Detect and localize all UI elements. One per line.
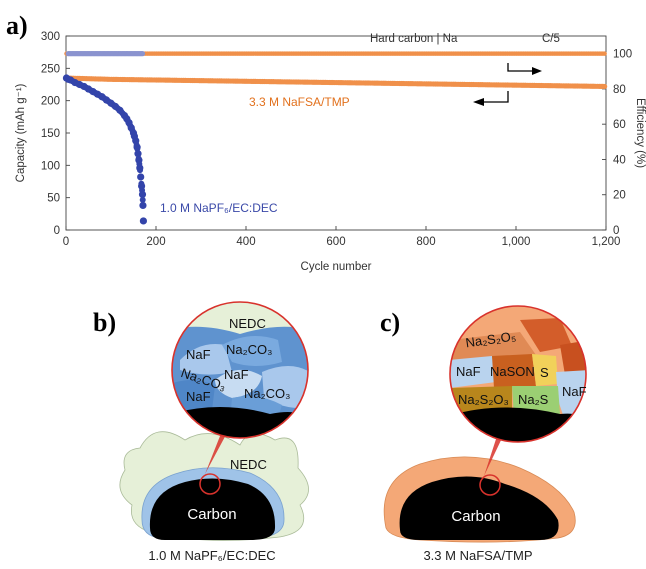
layer-label-c-4: NaF bbox=[456, 364, 481, 379]
blue-efficiency-point bbox=[139, 51, 146, 57]
x-tick-label: 1,200 bbox=[592, 236, 621, 248]
x-axis-title: Cycle number bbox=[301, 261, 372, 273]
orange-efficiency-point bbox=[602, 51, 607, 56]
zoom-circle-b-border bbox=[171, 301, 309, 439]
x-tick-label: 1,000 bbox=[502, 236, 531, 248]
blue-capacity-point bbox=[137, 173, 145, 181]
blue-capacity-point bbox=[136, 164, 144, 172]
blue-capacity-point bbox=[135, 156, 143, 164]
y2-axis-title: Efficiency (%) bbox=[634, 98, 646, 168]
zoom-connector-b bbox=[205, 431, 228, 474]
x-tick-label: 200 bbox=[146, 236, 165, 248]
layer-label-c-1: Na₂S₂O₅ bbox=[465, 328, 517, 350]
zoom-circle-b bbox=[172, 302, 308, 438]
rate-annotation: C/5 bbox=[542, 33, 560, 45]
x-tick-label: 0 bbox=[63, 236, 69, 248]
zoom-circle-c-border bbox=[449, 305, 587, 443]
panel-a-label: a) bbox=[6, 11, 28, 40]
diagram-c: Carbon Na₂S₂O₅ NaSON S NaF Na₂S₂O₃ Na₂S … bbox=[383, 305, 587, 563]
blue-series-label: 1.0 M NaPF₆/EC:DEC bbox=[160, 201, 278, 215]
layer-label-c-5: Na₂S₂O₃ bbox=[458, 392, 509, 407]
x-axis: 0 200 400 600 800 1,000 1,200 bbox=[63, 226, 621, 248]
y2-tick-label: 40 bbox=[613, 154, 626, 166]
y-tick-label: 200 bbox=[41, 96, 60, 108]
y-axis-title: Capacity (mAh g⁻¹) bbox=[15, 83, 27, 182]
zoom-connector-c bbox=[484, 436, 503, 476]
y-tick-label: 0 bbox=[54, 225, 60, 237]
blue-capacity-point bbox=[133, 143, 141, 151]
orange-series-label: 3.3 M NaFSA/TMP bbox=[249, 95, 350, 109]
capacity-efficiency-chart: 0 200 400 600 800 1,000 1,200 0501001502002503… bbox=[15, 31, 646, 273]
y2-tick-label: 80 bbox=[613, 84, 626, 96]
blue-capacity-point bbox=[116, 106, 124, 114]
blue-capacity-point bbox=[138, 190, 147, 199]
blue-capacity-point bbox=[139, 201, 147, 210]
y2-tick-label: 100 bbox=[613, 49, 632, 61]
x-tick-label: 400 bbox=[236, 236, 255, 248]
layer-label-b-6: Na₂CO₃ bbox=[244, 386, 290, 401]
y-axis-left: 0 50 100 150 200 250 300 bbox=[41, 31, 70, 237]
blue-capacity-point bbox=[134, 150, 142, 158]
y2-tick-label: 60 bbox=[613, 119, 626, 131]
y-tick-label: 150 bbox=[41, 128, 60, 140]
x-tick-label: 800 bbox=[416, 236, 435, 248]
cell-annotation: Hard carbon | Na bbox=[370, 33, 458, 45]
layer-label-b-3: NaF bbox=[224, 367, 249, 382]
panel-b-label: b) bbox=[93, 308, 116, 337]
nedc-label-small: NEDC bbox=[230, 457, 267, 472]
blue-capacity-point bbox=[138, 182, 146, 190]
layer-label-b-2: Na₂CO₃ bbox=[226, 342, 272, 357]
orange-capacity-point bbox=[602, 83, 608, 90]
plot-frame bbox=[65, 35, 607, 231]
layer-label-c-6: Na₂S bbox=[518, 392, 549, 407]
blue-capacity-point bbox=[139, 217, 147, 225]
panel-c-label: c) bbox=[380, 308, 400, 337]
caption-c: 3.3 M NaFSA/TMP bbox=[423, 548, 532, 563]
series-layer bbox=[62, 51, 608, 225]
carbon-core-b bbox=[149, 478, 276, 540]
layer-label-c-7: NaF bbox=[562, 384, 587, 399]
y-axis-right: 0 20 40 60 80 100 bbox=[602, 49, 632, 237]
y-tick-label: 50 bbox=[47, 193, 60, 205]
carbon-label-b: Carbon bbox=[187, 506, 236, 523]
blue-capacity-point bbox=[139, 196, 146, 203]
x-tick-label: 600 bbox=[326, 236, 345, 248]
carbon-label-c: Carbon bbox=[451, 508, 500, 525]
efficiency-axis-arrow bbox=[507, 63, 542, 75]
layer-label-b-1: NaF bbox=[186, 347, 211, 362]
carbon-core-c bbox=[399, 476, 559, 540]
y-tick-label: 300 bbox=[41, 31, 60, 43]
y2-tick-label: 20 bbox=[613, 190, 626, 202]
y-tick-label: 250 bbox=[41, 63, 60, 75]
diagram-b: Carbon NEDC NEDC NaF Na₂CO₃ NaF Na₂CO₃ N… bbox=[119, 301, 309, 563]
layer-label-c-3: S bbox=[540, 365, 549, 380]
zoom-ring-c bbox=[479, 474, 501, 496]
capacity-axis-arrow bbox=[473, 91, 509, 106]
layer-label-b-5: NaF bbox=[186, 389, 211, 404]
y2-tick-label: 0 bbox=[613, 225, 619, 237]
blue-capacity-point bbox=[132, 137, 140, 145]
caption-b: 1.0 M NaPF₆/EC:DEC bbox=[148, 548, 275, 563]
layer-label-c-2: NaSON bbox=[490, 364, 535, 379]
zoom-ring-b bbox=[199, 473, 221, 495]
y-tick-label: 100 bbox=[41, 160, 60, 172]
nedc-label-zoom: NEDC bbox=[229, 316, 266, 331]
